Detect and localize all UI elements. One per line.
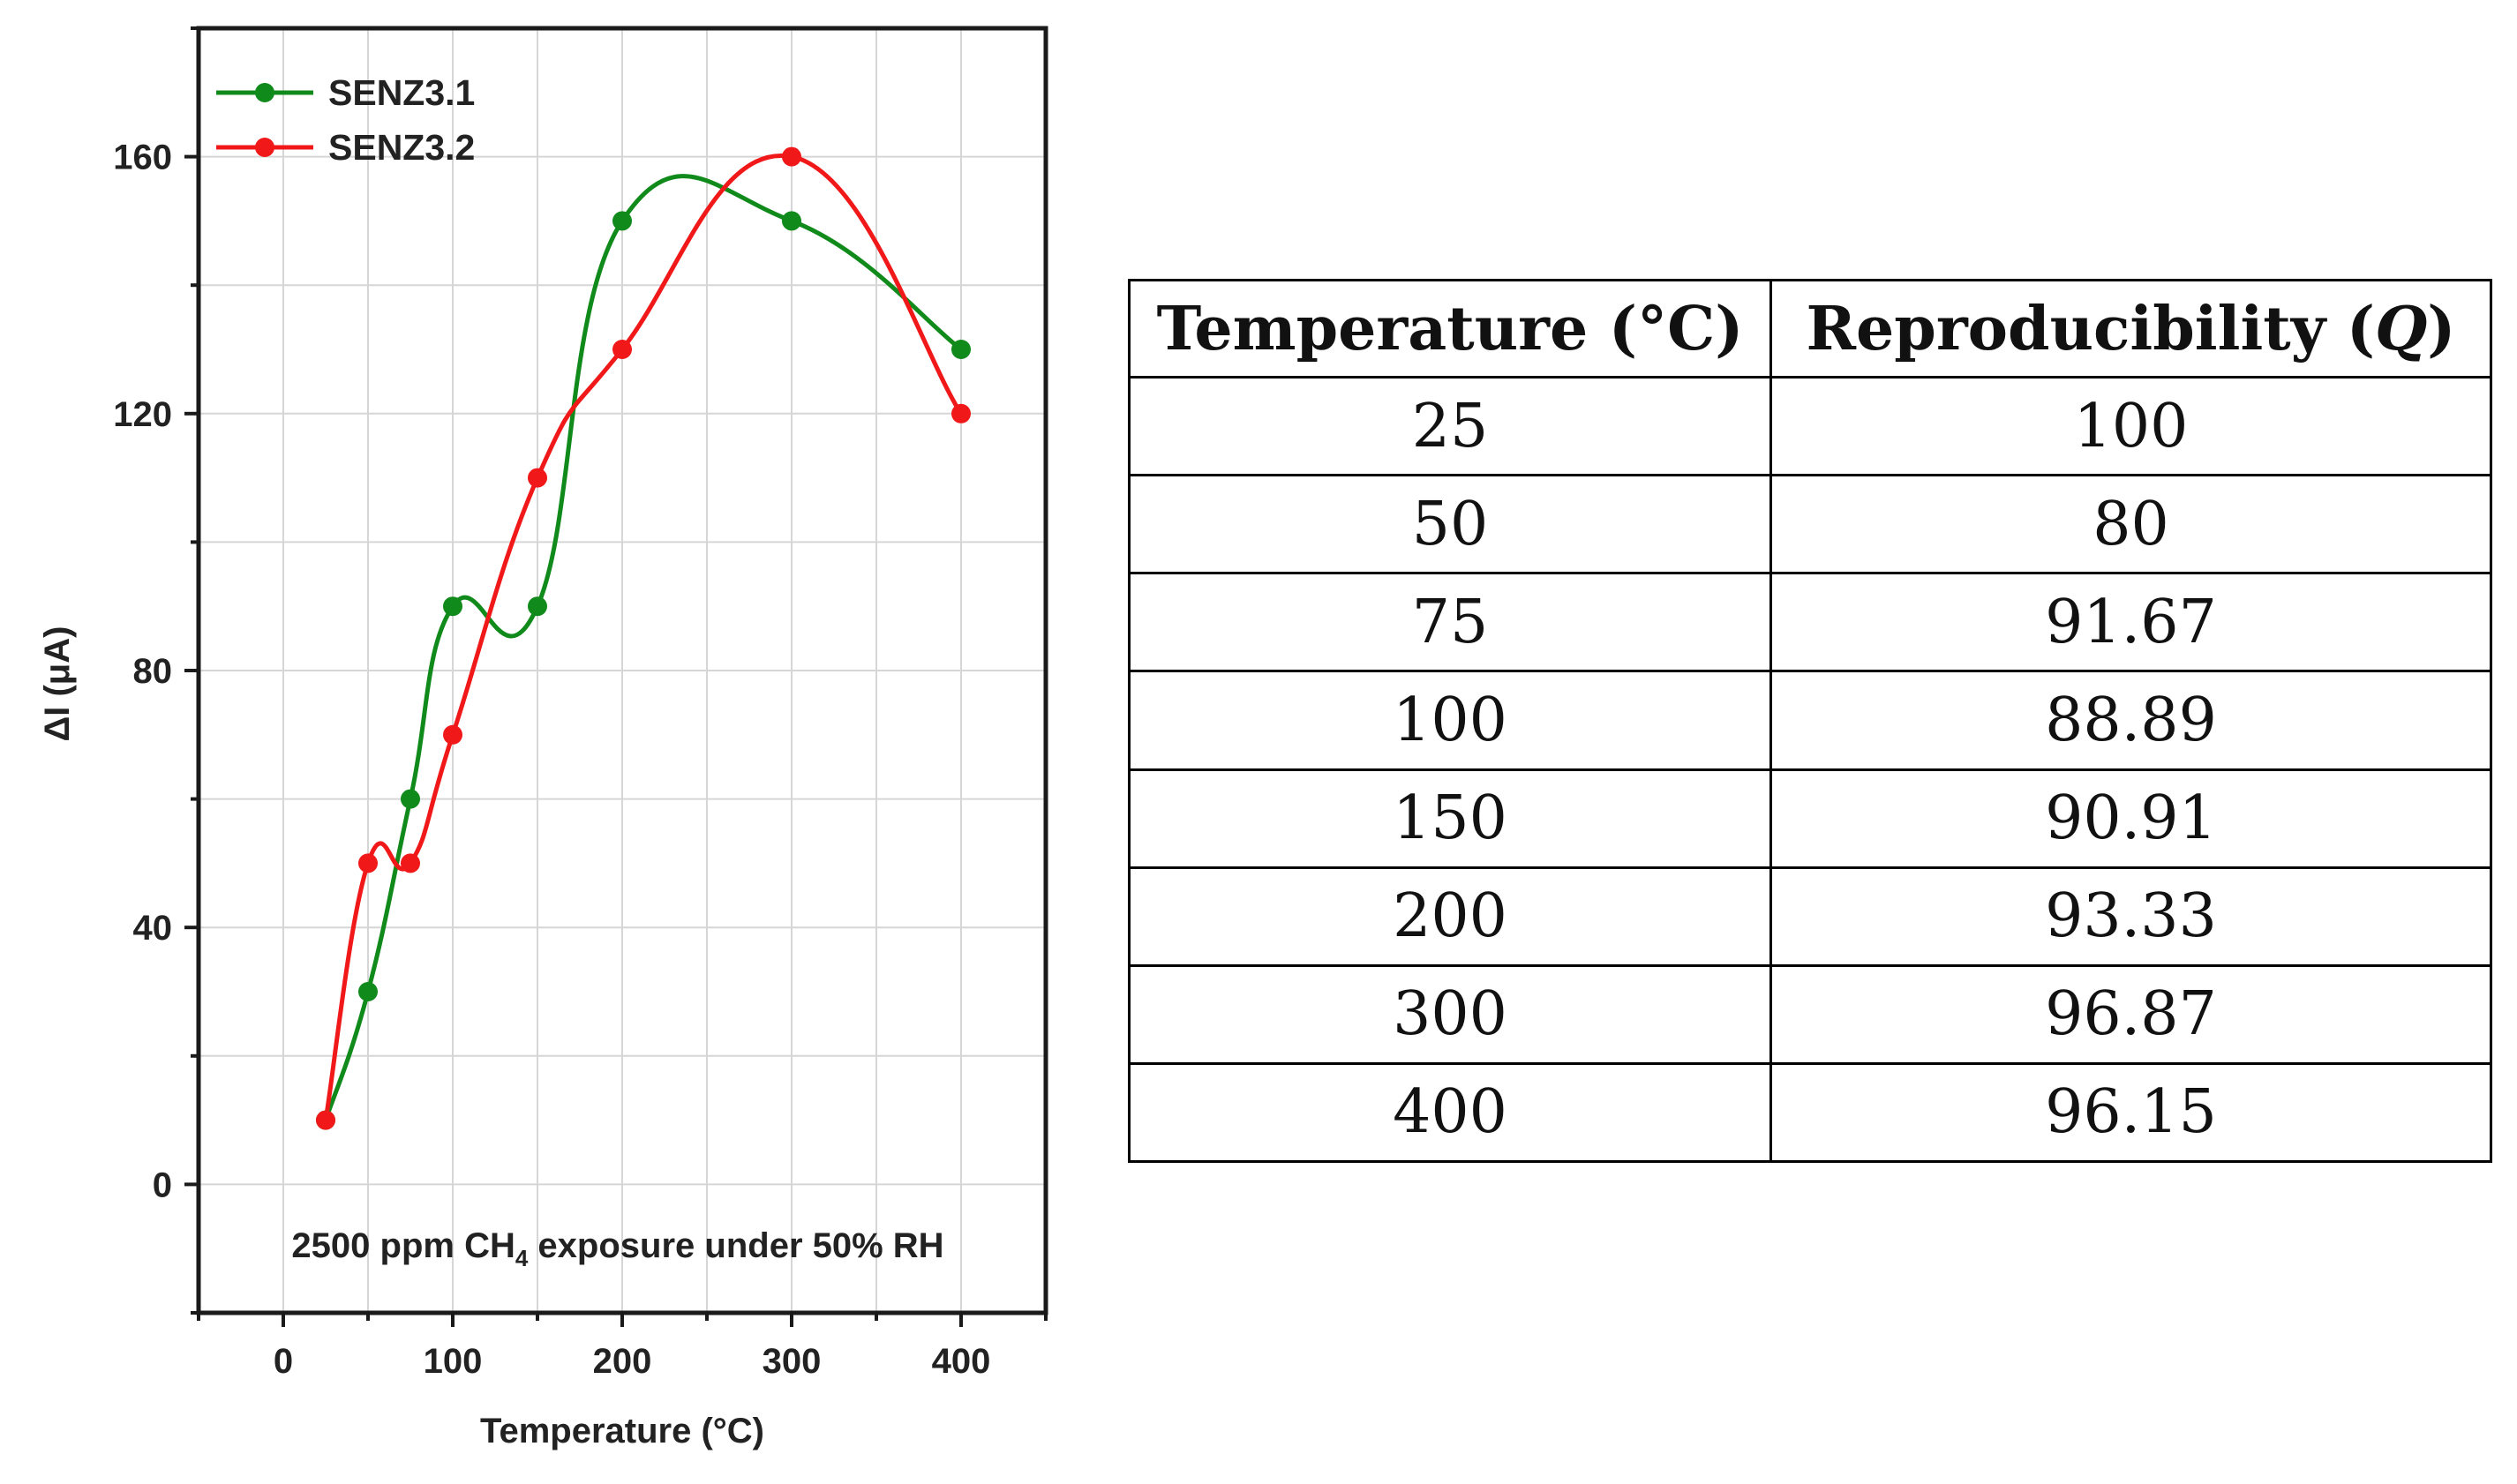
data-point xyxy=(528,468,547,488)
data-points xyxy=(316,146,971,1130)
x-tick-label: 100 xyxy=(424,1342,483,1381)
legend: SENZ3.1 SENZ3.2 xyxy=(216,72,475,168)
legend-marker xyxy=(255,83,274,102)
series-line-senz3-2 xyxy=(323,153,964,1121)
series-curves xyxy=(323,153,964,1121)
y-tick-label: 40 xyxy=(133,909,173,948)
cell-temperature: 200 xyxy=(1128,866,1772,967)
cell-reproducibility: 91.67 xyxy=(1769,572,2492,673)
y-tick-label: 120 xyxy=(113,395,172,434)
legend-label: SENZ3.2 xyxy=(328,127,475,168)
x-tick-label: 400 xyxy=(932,1342,991,1381)
cell-reproducibility: 96.15 xyxy=(1769,1061,2492,1164)
x-tick-label: 300 xyxy=(763,1342,822,1381)
table-row: 300 96.87 xyxy=(1128,963,2492,1065)
data-point xyxy=(782,211,801,231)
data-point xyxy=(358,853,378,873)
cell-reproducibility: 100 xyxy=(1769,375,2492,477)
data-point xyxy=(443,724,462,745)
data-point xyxy=(401,853,420,873)
data-point xyxy=(951,340,971,359)
cell-temperature: 400 xyxy=(1128,1061,1772,1164)
cell-reproducibility: 80 xyxy=(1769,474,2492,575)
table-row: 50 80 xyxy=(1128,474,2492,575)
table-row: 400 96.15 xyxy=(1128,1061,2492,1164)
data-point xyxy=(528,596,547,617)
data-point xyxy=(401,789,420,809)
legend-marker xyxy=(255,138,274,157)
table-row: 25 100 xyxy=(1128,375,2492,477)
data-point xyxy=(358,982,378,1001)
cell-temperature: 100 xyxy=(1128,670,1772,771)
table-row: 75 91.67 xyxy=(1128,572,2492,673)
y-tick-label: 160 xyxy=(113,139,172,177)
header-reproducibility: Reproducibility (Q) xyxy=(1769,279,2492,378)
chart-area: 0 100 200 300 400 0 40 80 120 160 SENZ3.1 SENZ3.2 … xyxy=(0,0,1086,1484)
cell-temperature: 300 xyxy=(1128,963,1772,1065)
cell-reproducibility: 96.87 xyxy=(1769,963,2492,1065)
cell-reproducibility: 88.89 xyxy=(1769,670,2492,771)
cell-temperature: 75 xyxy=(1128,572,1772,673)
x-axis-title: Temperature (°C) xyxy=(480,1412,764,1450)
data-point xyxy=(782,146,801,167)
data-point xyxy=(612,340,632,359)
grid-lines xyxy=(199,28,1046,1313)
reproducibility-table: Temperature (°C) Reproducibility (Q) 25 1… xyxy=(1128,279,2492,1164)
cell-temperature: 25 xyxy=(1128,375,1772,477)
y-tick-label: 0 xyxy=(153,1165,172,1204)
table-row: 200 93.33 xyxy=(1128,866,2492,967)
data-point xyxy=(443,596,462,617)
axes: 0 100 200 300 400 0 40 80 120 160 xyxy=(113,26,1048,1381)
y-tick-label: 80 xyxy=(133,652,173,691)
x-tick-label: 0 xyxy=(274,1342,293,1381)
cell-temperature: 50 xyxy=(1128,474,1772,575)
table-header-row: Temperature (°C) Reproducibility (Q) xyxy=(1128,279,2492,378)
legend-label: SENZ3.1 xyxy=(328,72,475,113)
table-row: 100 88.89 xyxy=(1128,670,2492,771)
data-point xyxy=(951,403,971,423)
cell-reproducibility: 90.91 xyxy=(1769,768,2492,869)
chart-annotation: 2500 ppm CH4 exposure under 50% RH xyxy=(291,1226,943,1271)
cell-reproducibility: 93.33 xyxy=(1769,866,2492,967)
y-axis-title: ΔI (μA) xyxy=(38,626,77,742)
header-temperature: Temperature (°C) xyxy=(1128,279,1772,378)
series-line-senz3-1 xyxy=(323,174,963,1121)
x-tick-label: 200 xyxy=(593,1342,652,1381)
data-point xyxy=(612,211,632,231)
data-point xyxy=(316,1110,335,1130)
table-row: 150 90.91 xyxy=(1128,768,2492,869)
cell-temperature: 150 xyxy=(1128,768,1772,869)
